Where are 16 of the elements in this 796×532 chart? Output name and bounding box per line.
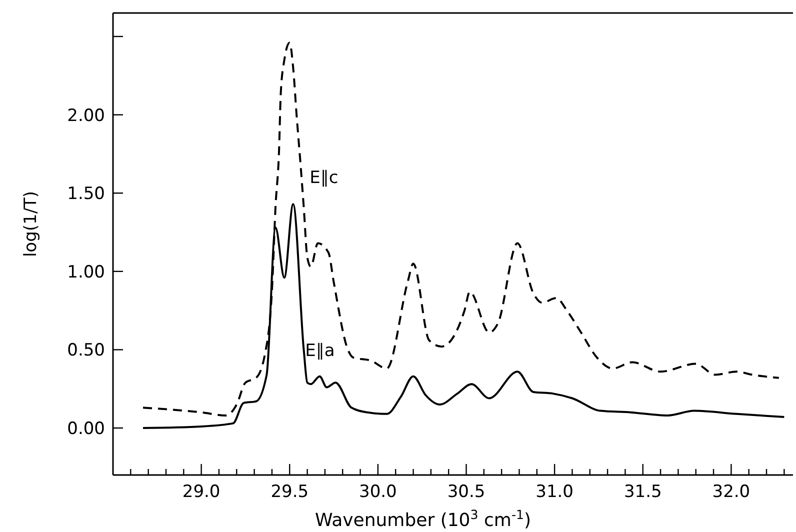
y-tick-label: 0.00 [67, 419, 105, 440]
x-tick-label: 30.5 [447, 482, 486, 502]
y-tick-label: 1.00 [67, 262, 105, 282]
x-tick-label: 29.0 [182, 482, 220, 502]
y-tick-label: 0.50 [67, 340, 105, 361]
x-tick-label: 31.0 [536, 482, 574, 502]
x-tick-label: 29.5 [270, 482, 309, 502]
y-axis-title: log(1/T) [21, 190, 41, 258]
x-tick-label: 30.0 [359, 482, 397, 502]
x-tick-label: 32.0 [712, 482, 750, 502]
x-tick-label: 31.5 [624, 482, 662, 502]
y-tick-label: 2.00 [67, 106, 105, 126]
x-axis-title: Wavenumber (10$^{3}$ cm$^{-1}$) [314, 506, 532, 531]
y-tick-label: 1.50 [67, 184, 105, 204]
series-label: E∥c [310, 168, 338, 188]
series-label: E∥a [305, 341, 335, 362]
